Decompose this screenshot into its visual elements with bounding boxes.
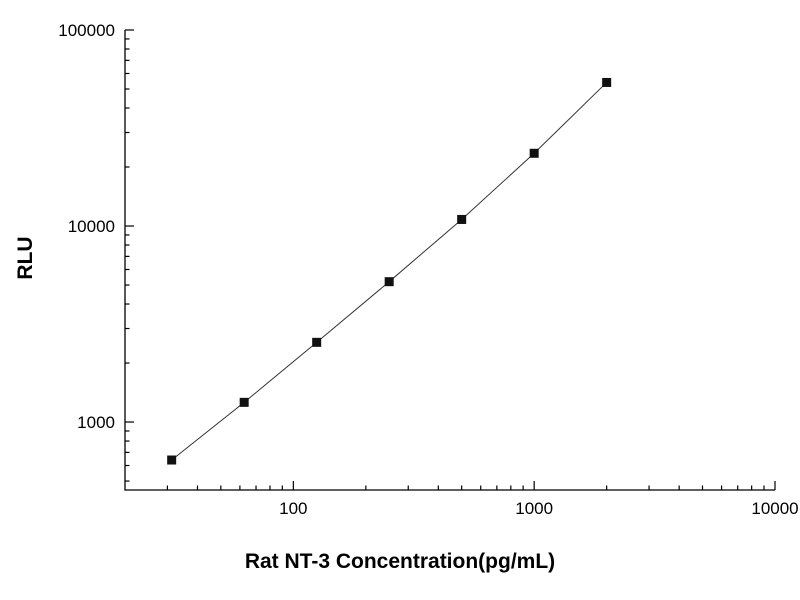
axes (124, 30, 775, 491)
x-tick-label: 1000 (515, 499, 553, 518)
data-point-marker (384, 277, 394, 287)
x-tick-label: 100 (279, 499, 307, 518)
data-point-marker (167, 455, 177, 465)
series-markers (167, 77, 612, 465)
data-point-marker (457, 214, 467, 224)
x-tick-label: 10000 (751, 499, 798, 518)
x-tick-labels: 100 1000 10000 (279, 499, 798, 518)
y-tick-label: 100000 (58, 21, 115, 40)
data-point-marker (529, 148, 539, 158)
y-tick-label: 1000 (77, 413, 115, 432)
data-point-marker (602, 77, 612, 87)
y-tick-label: 10000 (68, 217, 115, 236)
y-tick-labels: 1000 10000 100000 (58, 21, 115, 432)
series-line (171, 82, 608, 461)
x-axis-title: Rat NT-3 Concentration(pg/mL) (244, 550, 556, 573)
data-line (171, 82, 608, 461)
data-point-marker (312, 337, 322, 347)
tick-marks (125, 29, 776, 490)
data-point-marker (239, 397, 249, 407)
y-axis-title: RLU (14, 236, 37, 280)
